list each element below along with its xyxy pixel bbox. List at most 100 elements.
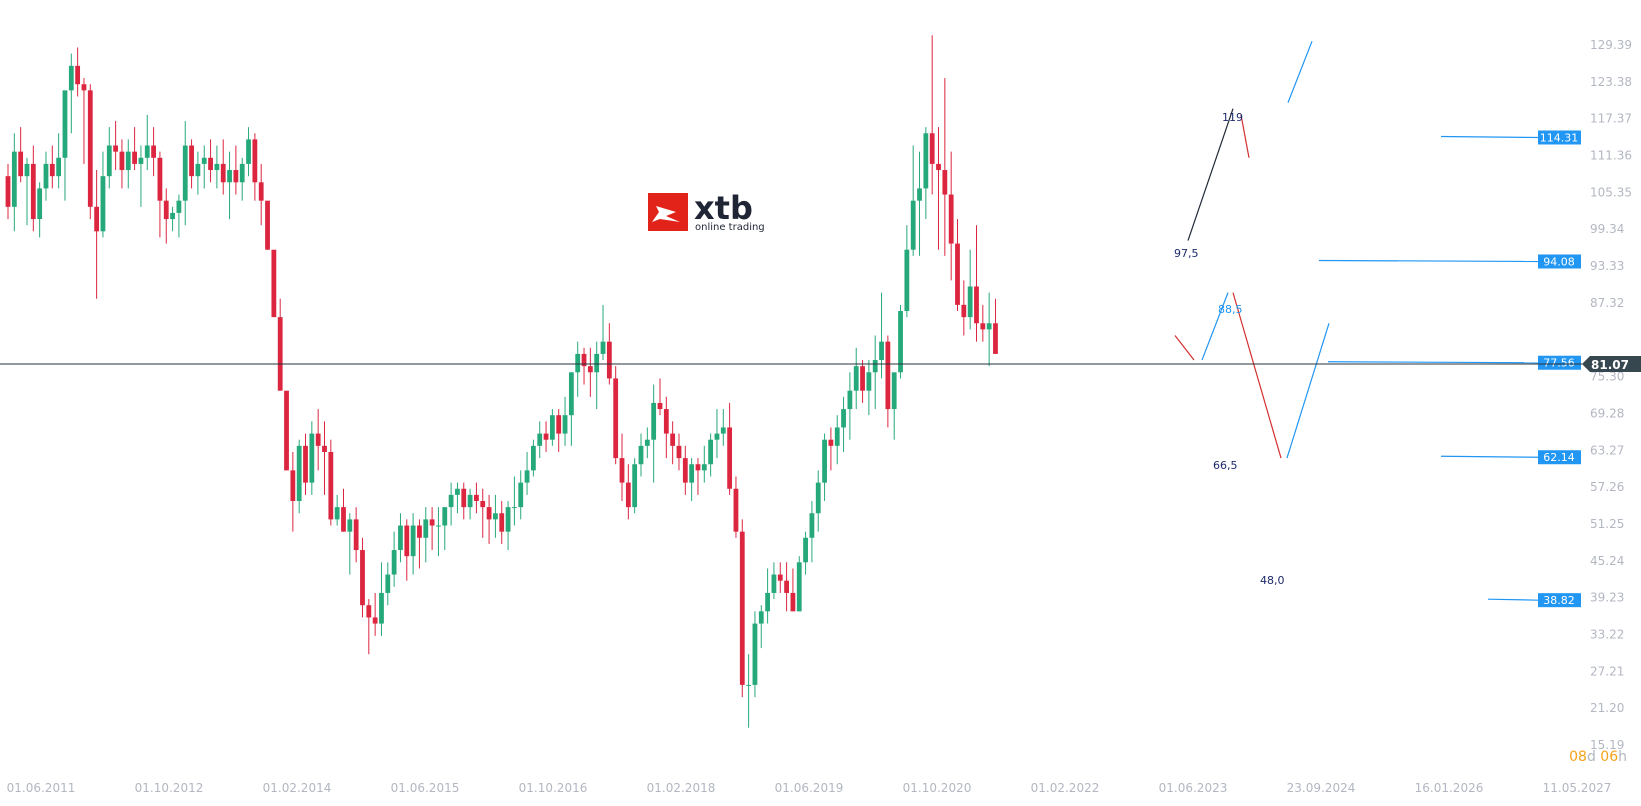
candle-body bbox=[708, 439, 714, 465]
candle-body bbox=[455, 488, 460, 495]
x-tick-label: 01.10.2016 bbox=[519, 781, 588, 795]
last-price-label: 81.07 bbox=[1591, 358, 1629, 372]
candle-body bbox=[739, 531, 745, 685]
candle-body bbox=[600, 341, 606, 354]
candle-body bbox=[695, 464, 701, 471]
candle-body bbox=[75, 65, 81, 85]
y-tick-label: 69.28 bbox=[1590, 406, 1624, 420]
candle-body bbox=[752, 623, 758, 685]
candle-body bbox=[170, 212, 175, 220]
candle-body bbox=[176, 200, 182, 213]
candle-body bbox=[68, 65, 74, 91]
price-level-line bbox=[1318, 259, 1539, 263]
scenario-path bbox=[1201, 292, 1229, 361]
candle-body bbox=[929, 133, 935, 164]
candle-body bbox=[512, 507, 517, 509]
candle-body bbox=[43, 163, 49, 189]
candle-body bbox=[461, 488, 467, 508]
candle-body bbox=[49, 163, 55, 177]
y-tick-label: 63.27 bbox=[1590, 443, 1624, 457]
logo-x-icon bbox=[652, 206, 680, 222]
candle-body bbox=[815, 482, 821, 514]
candle-body bbox=[777, 574, 783, 581]
y-tick-label: 75.30 bbox=[1590, 370, 1624, 384]
candle-body bbox=[587, 366, 593, 373]
candle-body bbox=[341, 507, 346, 532]
candle-body bbox=[853, 366, 859, 391]
candle-body bbox=[834, 427, 840, 446]
candle-body bbox=[809, 513, 815, 538]
candle-body bbox=[315, 433, 321, 446]
candle-body bbox=[239, 163, 245, 183]
candle-body bbox=[189, 145, 194, 177]
candle-body bbox=[201, 157, 207, 164]
candle-body bbox=[442, 507, 448, 526]
y-tick-label: 51.25 bbox=[1590, 517, 1624, 531]
candle-body bbox=[62, 90, 68, 158]
candle-body bbox=[391, 550, 397, 575]
candle-body bbox=[771, 574, 777, 593]
last-price-badge bbox=[1582, 356, 1641, 372]
price-level-label: 38.82 bbox=[1543, 594, 1575, 607]
candle-body bbox=[163, 200, 169, 220]
candle-body bbox=[322, 445, 327, 452]
candle-body bbox=[372, 617, 378, 624]
candle-body bbox=[385, 574, 391, 593]
x-tick-label: 16.01.2026 bbox=[1415, 781, 1484, 795]
candle-body bbox=[644, 439, 650, 446]
y-tick-label: 57.26 bbox=[1590, 480, 1624, 494]
candle-body bbox=[81, 84, 87, 91]
candle-body bbox=[379, 592, 384, 624]
candle-body bbox=[936, 163, 941, 171]
candle-body bbox=[720, 427, 726, 434]
candle-body bbox=[638, 445, 644, 465]
candle-body bbox=[258, 182, 264, 201]
price-level-badge bbox=[1538, 450, 1581, 465]
candle-body bbox=[980, 323, 986, 330]
y-tick-label: 39.23 bbox=[1590, 591, 1624, 605]
candle-body bbox=[543, 433, 549, 440]
y-tick-label: 15.19 bbox=[1590, 738, 1624, 752]
y-tick-label: 129.39 bbox=[1590, 38, 1632, 52]
price-level-badge bbox=[1538, 254, 1581, 269]
candle-body bbox=[106, 145, 112, 177]
candle-body bbox=[493, 513, 498, 520]
x-tick-label: 01.10.2020 bbox=[903, 781, 972, 795]
candle-body bbox=[18, 151, 24, 177]
candle-body bbox=[252, 139, 258, 183]
price-level-label: 114.31 bbox=[1540, 131, 1579, 144]
price-level-line bbox=[1440, 455, 1539, 458]
candle-body bbox=[866, 372, 872, 391]
candle-body bbox=[594, 353, 600, 373]
scenario-label-97-5: 97,5 bbox=[1174, 247, 1199, 260]
y-tick-label: 27.21 bbox=[1590, 664, 1624, 678]
candle-body bbox=[474, 494, 479, 502]
x-tick-label: 01.02.2022 bbox=[1031, 781, 1100, 795]
price-levels: 114.31 94.08 77.56 62.14 38.82 bbox=[1318, 130, 1581, 608]
y-tick-label: 87.32 bbox=[1590, 296, 1624, 310]
candle-body bbox=[891, 372, 897, 410]
candle-body bbox=[11, 151, 17, 207]
candle-body bbox=[613, 378, 619, 459]
candle-body bbox=[94, 206, 100, 232]
scenario-label-48-0: 48,0 bbox=[1260, 574, 1285, 587]
candle-body bbox=[879, 341, 884, 361]
candle-body bbox=[562, 415, 568, 434]
candle-body bbox=[5, 176, 11, 207]
price-level-label: 62.14 bbox=[1543, 451, 1575, 464]
y-tick-label: 21.20 bbox=[1590, 701, 1624, 715]
candle-body bbox=[632, 464, 638, 508]
y-tick-label: 99.34 bbox=[1590, 222, 1624, 236]
candle-body bbox=[549, 415, 555, 440]
candle-body bbox=[727, 427, 733, 489]
candle-body bbox=[904, 249, 910, 312]
countdown-hours-unit: h bbox=[1618, 749, 1627, 765]
x-tick-label: 01.10.2012 bbox=[135, 781, 204, 795]
candle-body bbox=[87, 90, 93, 207]
logo-wordmark: xtb bbox=[694, 189, 753, 227]
candle-body bbox=[467, 494, 473, 508]
y-tick-label: 105.35 bbox=[1590, 185, 1632, 199]
candle-body bbox=[625, 482, 631, 508]
